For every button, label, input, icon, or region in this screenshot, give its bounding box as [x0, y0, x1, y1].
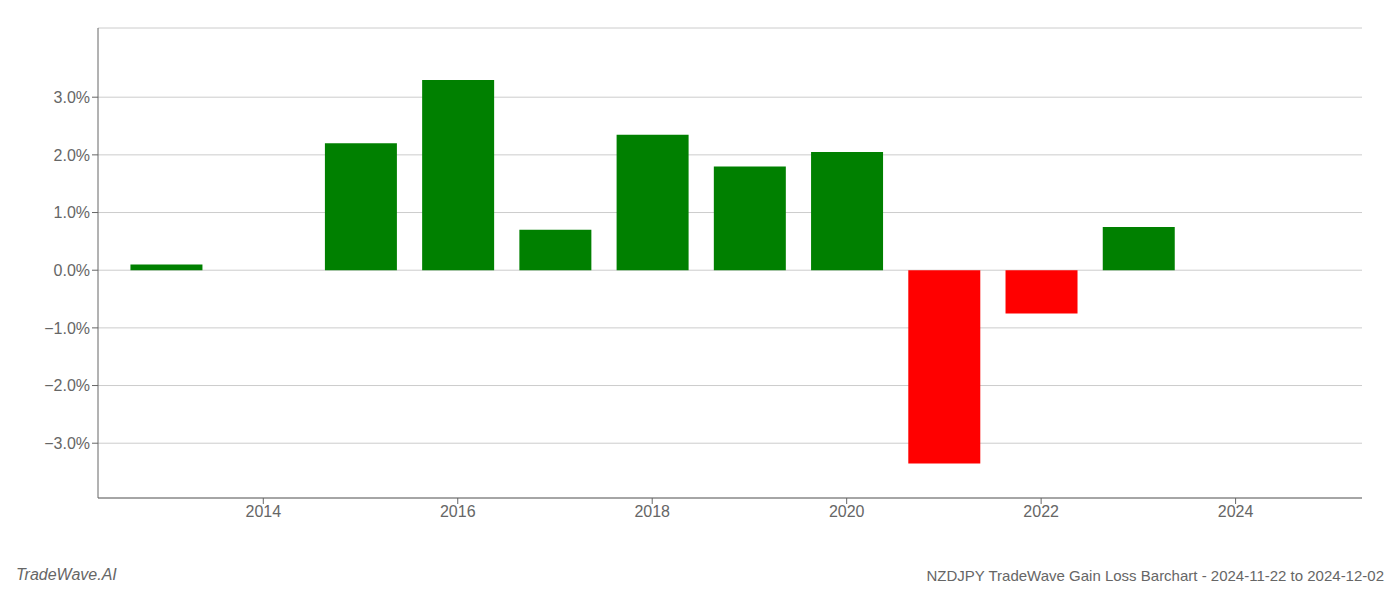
- svg-text:2022: 2022: [1023, 503, 1059, 520]
- svg-text:2.0%: 2.0%: [54, 147, 90, 164]
- svg-text:−1.0%: −1.0%: [44, 320, 90, 337]
- svg-text:2020: 2020: [829, 503, 865, 520]
- html-text:NZDJPY TradeWave Gain Loss Bar: NZDJPY TradeWave Gain Loss Barchart - 20…: [926, 567, 1384, 584]
- svg-text:0.0%: 0.0%: [54, 262, 90, 279]
- svg-text:2018: 2018: [634, 503, 670, 520]
- svg-text:−2.0%: −2.0%: [44, 377, 90, 394]
- svg-text:1.0%: 1.0%: [54, 204, 90, 221]
- svg-text:3.0%: 3.0%: [54, 89, 90, 106]
- svg-text:2014: 2014: [245, 503, 281, 520]
- html-text:TradeWave.AI: TradeWave.AI: [16, 566, 117, 583]
- svg-text:2016: 2016: [440, 503, 476, 520]
- svg-text:2024: 2024: [1218, 503, 1254, 520]
- svg-text:−3.0%: −3.0%: [44, 435, 90, 452]
